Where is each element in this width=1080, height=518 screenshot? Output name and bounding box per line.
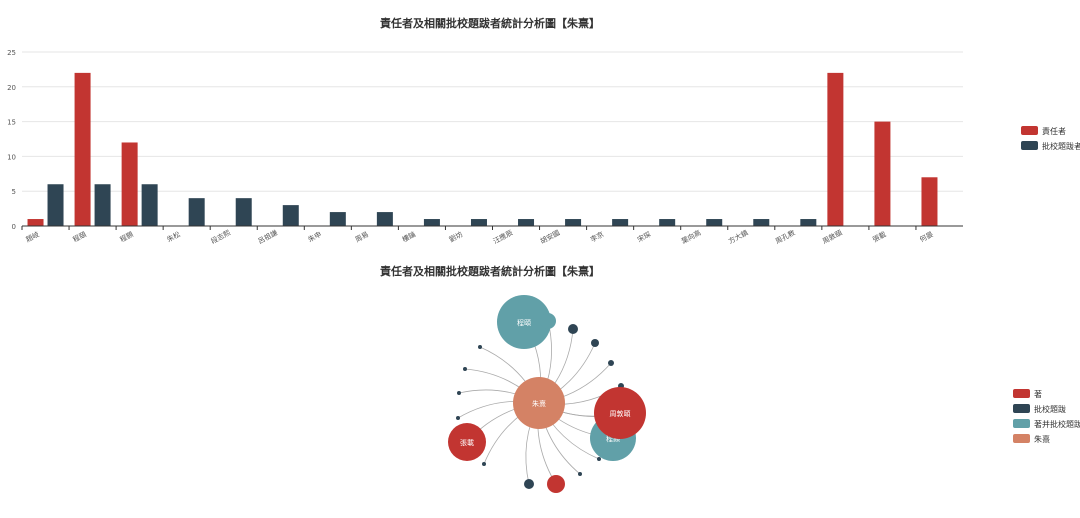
legend-swatch-zhu[interactable] [1013, 389, 1030, 398]
x-tick-label: 周敦頤 [821, 228, 844, 246]
bar-annotator-9[interactable] [470, 219, 487, 226]
graph-node-center-label: 朱熹 [532, 399, 546, 408]
legend-label-category-4[interactable]: 朱熹 [1034, 434, 1050, 444]
x-tick-label: 朱申 [306, 230, 323, 245]
x-tick-label: 周孔教 [774, 228, 797, 246]
bar-annotator-11[interactable] [565, 219, 582, 226]
graph-node-0[interactable] [497, 295, 551, 349]
graph-node-9[interactable] [597, 457, 601, 461]
graph-node-3[interactable] [591, 339, 599, 347]
x-tick-label: 宋琛 [636, 230, 653, 245]
legend-swatch-red[interactable] [1021, 126, 1038, 135]
bar-annotator-4[interactable] [235, 198, 252, 226]
bar-annotator-7[interactable] [376, 212, 393, 226]
graph-node-1[interactable] [540, 313, 556, 329]
graph-node-12[interactable] [524, 479, 534, 489]
bar-annotator-15[interactable] [753, 219, 770, 226]
bar-annotator-12[interactable] [612, 219, 629, 226]
graph-node-10[interactable] [578, 472, 582, 476]
bar-annotator-6[interactable] [329, 212, 346, 226]
y-tick-label: 25 [7, 49, 16, 57]
x-tick-label: 汪應辰 [491, 228, 514, 246]
bar-chart-title: 責任者及相關批校題跋者統計分析圖【朱熹】 [380, 16, 600, 30]
x-tick-label: 葉向高 [680, 228, 703, 246]
graph-node-center[interactable] [513, 377, 565, 429]
graph-node-label-7: 程顥 [606, 434, 620, 443]
graph-node-8[interactable] [594, 387, 646, 439]
graph-node-label-14: 張載 [460, 438, 474, 447]
bar-annotator-14[interactable] [706, 219, 723, 226]
legend-label-category-2[interactable]: 批校題跋 [1034, 404, 1066, 414]
bar-author-1[interactable] [74, 72, 91, 226]
graph-node-16[interactable] [457, 391, 461, 395]
graph-node-17[interactable] [463, 367, 467, 371]
legend-swatch-pixiao[interactable] [1013, 404, 1030, 413]
graph-node-4[interactable] [608, 360, 614, 366]
bar-author-0[interactable] [27, 219, 44, 226]
bar-annotator-16[interactable] [800, 219, 817, 226]
bar-author-17[interactable] [827, 72, 844, 226]
x-tick-label: 朱松 [165, 230, 182, 245]
y-tick-label: 0 [12, 223, 16, 231]
bar-annotator-5[interactable] [282, 205, 299, 226]
y-tick-label: 10 [7, 153, 16, 161]
bar-author-19[interactable] [921, 177, 938, 226]
x-tick-label: 李京 [589, 230, 606, 245]
y-tick-label: 15 [7, 119, 16, 127]
legend-swatch-navy[interactable] [1021, 141, 1038, 150]
x-tick-label: 方大鎮 [727, 228, 750, 246]
x-tick-label: 張載 [871, 230, 888, 245]
x-tick-label: 段志熙 [209, 228, 232, 246]
bar-marks [27, 72, 938, 226]
x-tick-label: 周易 [354, 230, 370, 244]
x-tick-label: 呂祖謙 [256, 228, 279, 246]
graph-node-13[interactable] [482, 462, 486, 466]
bar-annotator-10[interactable] [518, 219, 535, 226]
bar-annotator-3[interactable] [188, 198, 205, 226]
bar-annotator-1[interactable] [94, 184, 111, 226]
legend-label-series-1[interactable]: 責任者 [1042, 126, 1066, 136]
graph-legend[interactable]: 著 批校題跋 著并批校題跋 朱熹 [1013, 389, 1080, 444]
bar-author-2[interactable] [121, 142, 138, 226]
legend-label-series-2[interactable]: 批校題跋者 [1042, 141, 1080, 151]
y-tick-label: 20 [7, 84, 16, 92]
bar-annotator-0[interactable] [47, 184, 64, 226]
x-tick-label: 樓鑰 [400, 230, 417, 245]
graph-node-11[interactable] [547, 475, 565, 493]
graph-node-label-8: 周敦頤 [610, 409, 631, 418]
x-tick-label: 胡安國 [539, 228, 562, 246]
graph-node-2[interactable] [568, 324, 578, 334]
x-tick-label: 程顥 [118, 230, 135, 245]
legend-swatch-center[interactable] [1013, 434, 1030, 443]
x-tick-label: 趙岐 [24, 230, 41, 245]
x-tick-label: 何晏 [918, 230, 935, 245]
legend-swatch-both[interactable] [1013, 419, 1030, 428]
y-tick-label: 5 [12, 188, 16, 196]
graph-node-15[interactable] [456, 416, 460, 420]
graph-node-label-0: 程頤 [517, 318, 531, 327]
graph-chart-title: 責任者及相關批校題跋者統計分析圖【朱熹】 [380, 264, 600, 278]
bar-annotator-8[interactable] [423, 219, 440, 226]
graph-node-18[interactable] [478, 345, 482, 349]
bar-author-18[interactable] [874, 121, 891, 226]
bar-legend[interactable]: 責任者 批校題跋者 [1021, 126, 1080, 151]
legend-label-category-3[interactable]: 著并批校題跋 [1034, 419, 1080, 429]
legend-label-category-1[interactable]: 著 [1034, 389, 1042, 399]
x-tick-label: 劉坊 [448, 230, 465, 245]
graph-node-14[interactable] [448, 423, 486, 461]
bar-annotator-13[interactable] [659, 219, 676, 226]
bar-grid [22, 51, 963, 192]
bar-annotator-2[interactable] [141, 184, 158, 226]
x-tick-label: 程頤 [71, 230, 88, 245]
